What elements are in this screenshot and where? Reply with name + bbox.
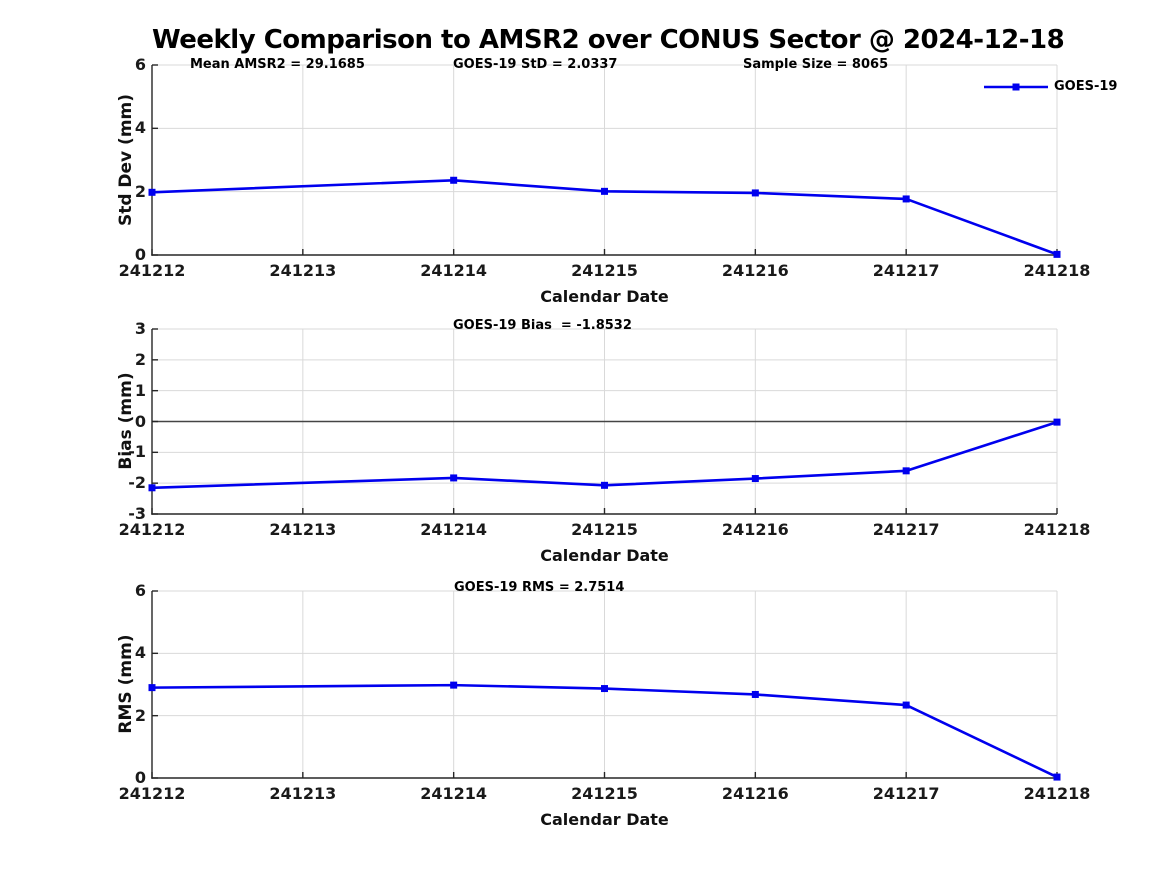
y-axis-label-rms: RMS (mm) (116, 634, 136, 734)
data-point-marker (902, 701, 910, 709)
x-tick-label: 241217 (872, 261, 940, 280)
y-tick-label: -2 (128, 473, 146, 493)
y-tick-label: -3 (128, 504, 146, 523)
y-tick-label: 2 (134, 349, 146, 369)
annotation-mean-amsr2: Mean AMSR2 = 29.1685 (190, 57, 365, 72)
x-tick-label: 241213 (269, 520, 337, 539)
x-tick-label: 241217 (872, 520, 940, 539)
y-tick-label: 4 (134, 118, 146, 138)
y-tick-label: 0 (134, 411, 146, 431)
data-point-marker (148, 188, 156, 196)
x-tick-label: 241213 (269, 784, 337, 803)
x-tick-label: 241215 (571, 784, 638, 803)
x-tick-label: 241218 (1023, 261, 1091, 280)
y-axis-label-std-dev: Std Dev (mm) (116, 93, 136, 227)
data-point-marker (148, 684, 156, 692)
x-tick-label: 241212 (118, 520, 186, 539)
legend-label: GOES-19 (1054, 79, 1118, 94)
x-tick-label: 241214 (420, 261, 488, 280)
data-point-marker (450, 681, 458, 689)
y-tick-label: 3 (134, 319, 146, 338)
y-tick-label: 0 (134, 245, 146, 264)
x-tick-label: 241216 (721, 520, 789, 539)
data-point-marker (148, 484, 156, 492)
annotation-goes19-rms: GOES-19 RMS = 2.7514 (454, 580, 625, 595)
x-tick-label: 241212 (118, 261, 186, 280)
data-point-marker (601, 187, 608, 195)
data-point-marker (1053, 773, 1061, 781)
chart-title: Weekly Comparison to AMSR2 over CONUS Se… (152, 25, 1065, 55)
data-point-marker (751, 475, 759, 483)
y-tick-label: 1 (134, 380, 146, 400)
x-tick-label: 241217 (872, 784, 940, 803)
x-tick-label: 241216 (721, 784, 789, 803)
y-tick-label: 2 (134, 181, 146, 201)
data-point-marker (1053, 418, 1061, 426)
data-point-marker (450, 474, 458, 482)
x-tick-label: 241218 (1023, 784, 1091, 803)
x-tick-label: 241216 (721, 261, 789, 280)
x-tick-label: 241215 (571, 261, 638, 280)
y-tick-label: 4 (134, 643, 146, 663)
data-point-marker (902, 467, 910, 475)
x-axis-label-panel2: Calendar Date (540, 546, 669, 565)
data-point-marker (751, 690, 759, 698)
x-tick-label: 241214 (420, 520, 488, 539)
y-tick-label: 0 (134, 768, 146, 787)
annotation-goes19-bias: GOES-19 Bias = -1.8532 (453, 318, 632, 333)
y-tick-label: 2 (134, 705, 146, 725)
series-line (151, 178, 1058, 256)
annotation-sample-size: Sample Size = 8065 (743, 57, 889, 72)
x-tick-label: 241218 (1023, 520, 1091, 539)
y-tick-label: 6 (134, 581, 146, 600)
x-tick-label: 241214 (420, 784, 488, 803)
y-tick-label: 6 (134, 55, 146, 74)
data-point-marker (601, 685, 608, 693)
data-point-marker (601, 481, 608, 489)
legend: GOES-19 (984, 79, 1117, 94)
x-tick-label: 241215 (571, 520, 638, 539)
data-point-marker (902, 195, 910, 203)
series-line (151, 420, 1058, 490)
y-tick-label: -1 (128, 442, 146, 462)
legend-line-icon (984, 83, 1048, 90)
x-tick-label: 241212 (118, 784, 186, 803)
data-point-marker (751, 189, 759, 197)
series-line (151, 683, 1058, 779)
data-point-marker (1053, 250, 1061, 258)
x-axis-label-panel1: Calendar Date (540, 287, 669, 306)
data-point-marker (450, 176, 458, 184)
annotation-goes19-std: GOES-19 StD = 2.0337 (453, 57, 618, 72)
x-tick-label: 241213 (269, 261, 337, 280)
x-axis-label-panel3: Calendar Date (540, 810, 669, 829)
